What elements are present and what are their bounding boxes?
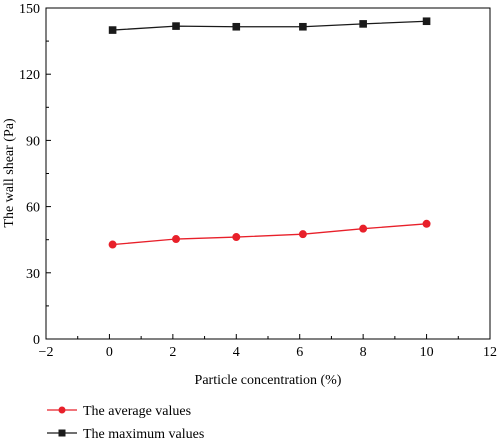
x-tick-label: 4 (233, 345, 240, 360)
data-point (359, 224, 368, 233)
x-tick-label: 8 (360, 345, 367, 360)
x-tick-label: 6 (296, 345, 303, 360)
legend-label: The maximum values (83, 427, 204, 442)
y-tick-label: 150 (19, 2, 40, 17)
plot-frame (45, 7, 491, 340)
data-point (172, 22, 180, 30)
series-line (112, 223, 427, 246)
data-point (422, 219, 431, 228)
x-tick-label: 10 (420, 345, 434, 360)
data-point (299, 22, 307, 31)
legend-marker (58, 406, 66, 414)
x-axis-label: Particle concentration (%) (195, 373, 342, 388)
data-point (298, 230, 307, 239)
legend: The average values The maximum values (47, 404, 204, 442)
data-point (422, 17, 431, 26)
legend-label: The average values (83, 404, 191, 419)
x-axis: −2 0 2 4 6 8 10 12 (39, 334, 497, 360)
data-point (232, 233, 241, 242)
data-point (172, 235, 181, 244)
y-tick-label: 0 (33, 333, 40, 348)
y-axis: 0 30 60 90 120 150 (19, 2, 51, 348)
y-tick-label: 30 (26, 267, 40, 282)
data-point (108, 26, 117, 34)
y-tick-label: 90 (26, 134, 40, 149)
data-point (232, 22, 241, 31)
data-point (359, 20, 367, 28)
y-axis-label: The wall shear (Pa) (2, 118, 17, 228)
data-point (108, 240, 117, 249)
legend-marker (58, 429, 66, 437)
series-line (112, 20, 427, 31)
x-tick-label: 2 (169, 345, 176, 360)
y-tick-label: 60 (26, 201, 40, 216)
y-tick-label: 120 (19, 68, 40, 83)
x-tick-label: 0 (106, 345, 113, 360)
series-layer (108, 17, 431, 249)
x-tick-label: 12 (483, 345, 497, 360)
x-tick-label: −2 (39, 345, 54, 360)
